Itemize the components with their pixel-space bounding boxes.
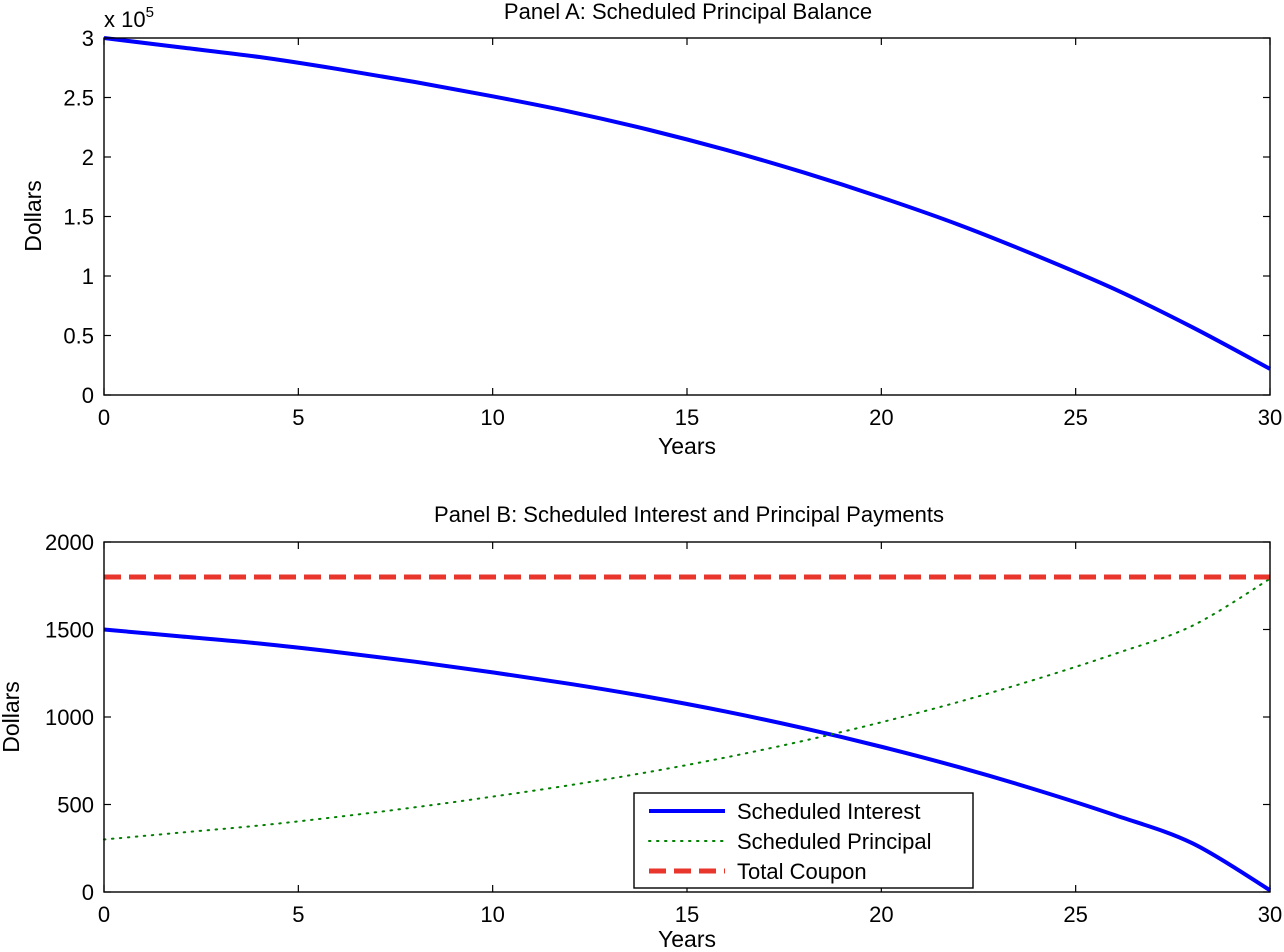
panel-a-x-tick-label: 15 (675, 405, 699, 430)
panel-b-title: Panel B: Scheduled Interest and Principa… (434, 502, 944, 527)
panel-b-series (103, 574, 1272, 892)
panel-a-y-tick-label: 3 (82, 26, 94, 51)
panel-b-plot-frame (103, 541, 1271, 893)
panel-b-series-scheduled-interest (103, 627, 1272, 892)
panel-a-y-multiplier: x 105 (104, 4, 154, 32)
panel-a-y-tick-label: 0.5 (63, 324, 94, 349)
panel-a-y-tick-label: 1.5 (63, 205, 94, 230)
panel-a-y-tick-label: 2.5 (63, 86, 94, 111)
panel-a-series-line-0 (103, 36, 1271, 371)
panel-a-y-tick-label: 0 (82, 383, 94, 408)
panel-a-plot-frame (103, 37, 1271, 396)
panel-a-x-tick-label: 30 (1258, 405, 1282, 430)
panel-a-x-tick-label: 10 (480, 405, 504, 430)
panel-b-x-tick-label: 25 (1063, 902, 1087, 927)
panel-b-x-tick-label: 20 (869, 902, 893, 927)
panel-a-x-tick-label: 25 (1063, 405, 1087, 430)
panel-a-ticks: 0 5 10 15 20 25 30 0 0.5 1 1.5 2 2.5 3 (63, 26, 1282, 430)
panel-b-y-tick-label: 2000 (45, 530, 94, 555)
panel-a-series (103, 36, 1271, 371)
panel-a-y-multiplier-exponent: 5 (146, 4, 154, 21)
panel-b-x-tick-label: 30 (1258, 902, 1282, 927)
panel-b-legend: Scheduled Interest Scheduled Principal T… (633, 792, 974, 889)
panel-b-y-tick-label: 500 (57, 793, 94, 818)
panel-b-series-scheduled-principal (103, 577, 1271, 841)
panel-b-y-tick-label: 1000 (45, 705, 94, 730)
panel-a-x-tick-label: 0 (98, 405, 110, 430)
panel-b-x-tick-label: 10 (480, 902, 504, 927)
legend-label-total-coupon: Total Coupon (737, 859, 867, 884)
panel-a-y-axis-label: Dollars (20, 180, 46, 252)
panel-b-y-tick-label: 1500 (45, 618, 94, 643)
panel-b-x-tick-label: 5 (292, 902, 304, 927)
panel-b-x-tick-label: 15 (675, 902, 699, 927)
panel-b-ticks: 0 5 10 15 20 25 30 0 500 1000 1500 2000 (45, 530, 1282, 927)
legend-label-scheduled-interest: Scheduled Interest (737, 799, 920, 824)
panel-a-title: Panel A: Scheduled Principal Balance (504, 0, 872, 24)
panel-a: Panel A: Scheduled Principal Balance x 1… (20, 0, 1282, 459)
panel-a-x-tick-label: 20 (869, 405, 893, 430)
panel-b-y-axis-label: Dollars (0, 681, 24, 753)
legend-label-scheduled-principal: Scheduled Principal (737, 829, 931, 854)
panel-a-x-tick-label: 5 (292, 405, 304, 430)
panel-b: Panel B: Scheduled Interest and Principa… (0, 502, 1282, 952)
panel-a-x-axis-label: Years (658, 433, 716, 459)
panel-a-y-tick-label: 2 (82, 145, 94, 170)
panel-a-y-multiplier-base: x 10 (104, 7, 146, 32)
panel-a-y-tick-label: 1 (82, 264, 94, 289)
panel-b-x-tick-label: 0 (98, 902, 110, 927)
panel-b-x-axis-label: Years (658, 926, 716, 952)
panel-b-y-tick-label: 0 (82, 880, 94, 905)
